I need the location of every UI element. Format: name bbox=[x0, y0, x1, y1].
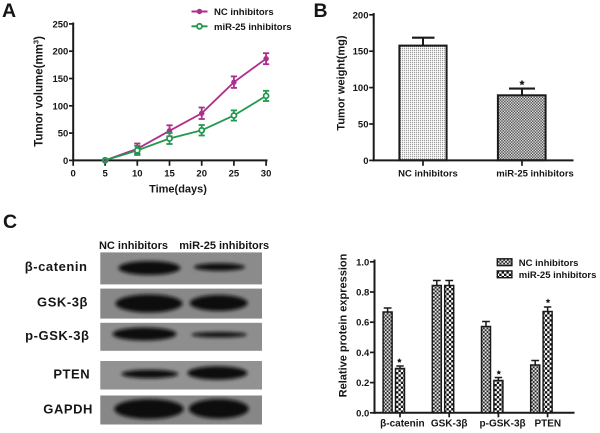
svg-text:GSK-3β: GSK-3β bbox=[37, 295, 88, 310]
svg-text:C: C bbox=[3, 211, 17, 233]
svg-text:250: 250 bbox=[52, 19, 68, 30]
svg-text:Relative protein expression: Relative protein expression bbox=[338, 253, 350, 397]
svg-text:NC inhibitors: NC inhibitors bbox=[214, 7, 274, 18]
svg-text:GSK-3β: GSK-3β bbox=[431, 419, 468, 430]
svg-text:150: 150 bbox=[52, 74, 68, 85]
svg-text:miR-25 inhibitors: miR-25 inhibitors bbox=[496, 169, 574, 180]
svg-text:0.4: 0.4 bbox=[356, 348, 370, 359]
svg-text:B: B bbox=[314, 0, 328, 22]
svg-text:p-GSK-3β: p-GSK-3β bbox=[25, 328, 89, 343]
svg-text:20: 20 bbox=[196, 168, 207, 179]
svg-text:0: 0 bbox=[63, 156, 68, 167]
svg-text:100: 100 bbox=[52, 101, 68, 112]
svg-text:PTEN: PTEN bbox=[534, 419, 561, 430]
svg-text:1.0: 1.0 bbox=[356, 257, 369, 268]
svg-text:A: A bbox=[2, 0, 16, 22]
svg-text:miR-25 inhibitors: miR-25 inhibitors bbox=[519, 270, 597, 281]
svg-text:PTEN: PTEN bbox=[53, 367, 90, 382]
svg-text:200: 200 bbox=[52, 47, 68, 58]
svg-text:0.2: 0.2 bbox=[356, 378, 369, 389]
svg-text:Tumor weight(mg): Tumor weight(mg) bbox=[336, 35, 348, 130]
svg-text:0.8: 0.8 bbox=[356, 288, 369, 299]
svg-text:NC inhibitors: NC inhibitors bbox=[99, 240, 168, 252]
svg-text:5: 5 bbox=[102, 168, 108, 179]
svg-text:0.0: 0.0 bbox=[356, 408, 369, 419]
svg-text:p-GSK-3β: p-GSK-3β bbox=[480, 419, 526, 430]
svg-text:150: 150 bbox=[353, 47, 369, 58]
svg-text:NC inhibitors: NC inhibitors bbox=[519, 258, 579, 269]
svg-text:0.6: 0.6 bbox=[356, 318, 369, 329]
svg-text:GAPDH: GAPDH bbox=[43, 402, 93, 417]
svg-text:Tumor volume(mm3): Tumor volume(mm3) bbox=[32, 36, 46, 147]
svg-text:50: 50 bbox=[358, 120, 369, 131]
svg-text:25: 25 bbox=[229, 168, 240, 179]
svg-text:15: 15 bbox=[164, 168, 175, 179]
svg-text:0: 0 bbox=[363, 156, 368, 167]
svg-text:miR-25 inhibitors: miR-25 inhibitors bbox=[179, 240, 269, 252]
svg-text:10: 10 bbox=[132, 168, 143, 179]
svg-text:0: 0 bbox=[71, 168, 76, 179]
svg-text:miR-25 inhibitors: miR-25 inhibitors bbox=[214, 22, 292, 33]
svg-text:200: 200 bbox=[353, 10, 369, 21]
svg-text:Time(days): Time(days) bbox=[149, 184, 207, 196]
svg-text:30: 30 bbox=[261, 168, 272, 179]
svg-text:β-catenin: β-catenin bbox=[380, 419, 424, 430]
svg-text:NC inhibitors: NC inhibitors bbox=[398, 169, 458, 180]
svg-text:50: 50 bbox=[58, 129, 69, 140]
svg-text:100: 100 bbox=[353, 83, 369, 94]
svg-text:β-catenin: β-catenin bbox=[25, 259, 88, 274]
